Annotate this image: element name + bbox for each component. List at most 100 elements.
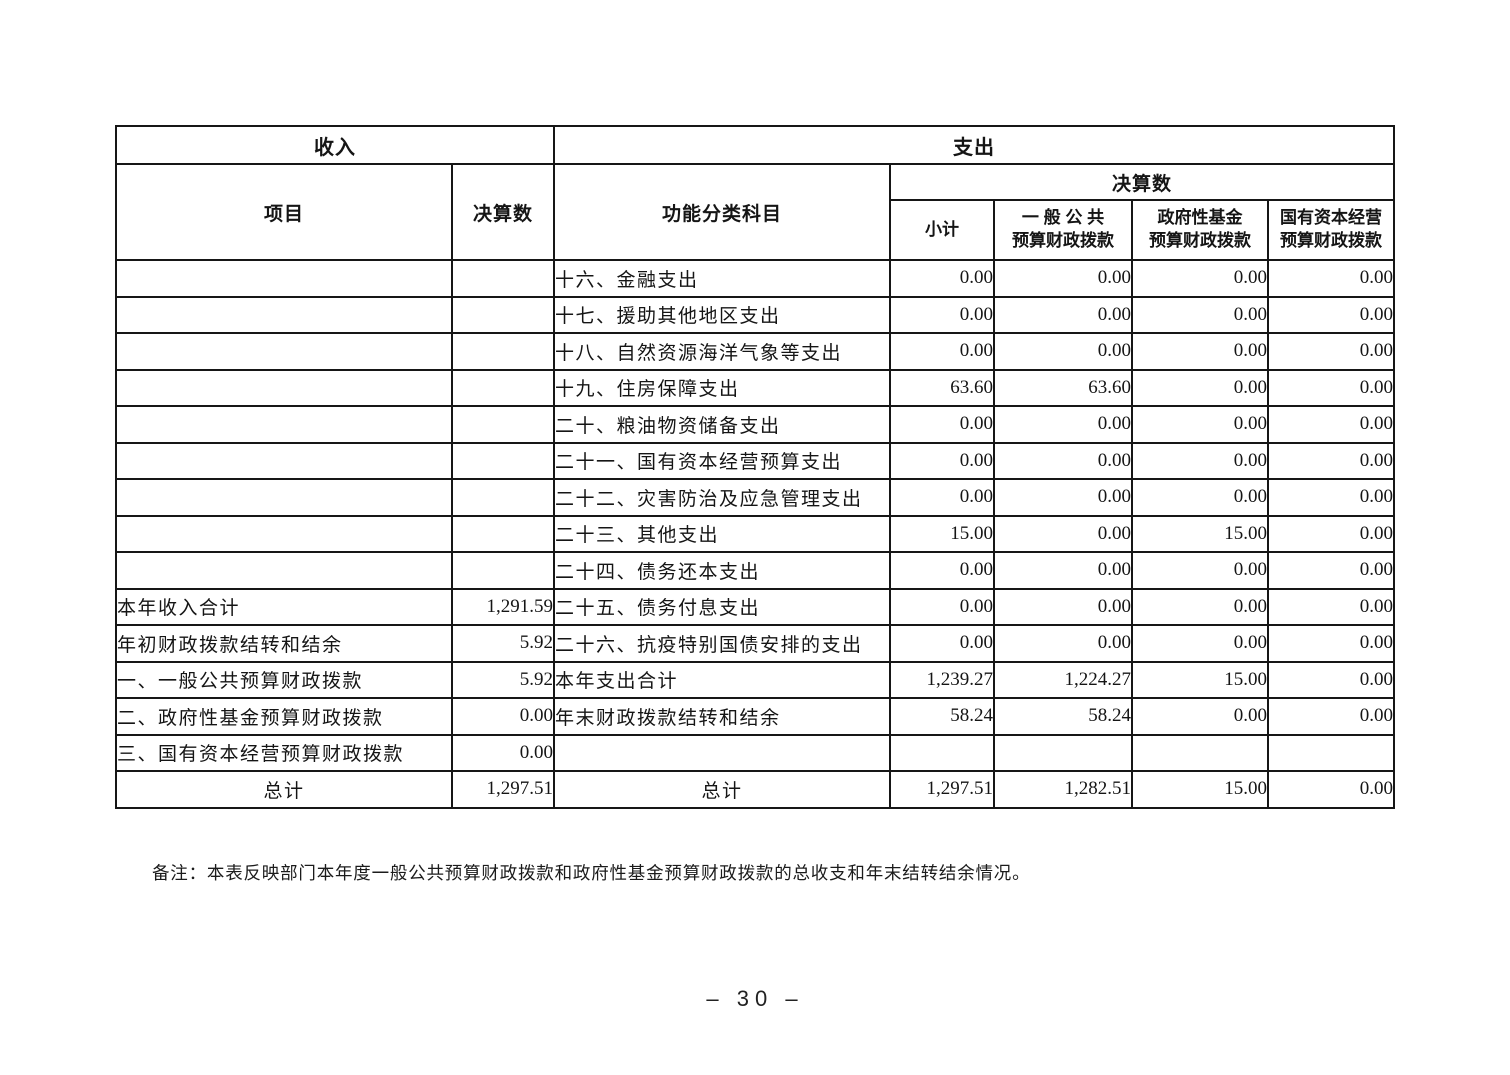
- income-item-cell: 三、国有资本经营预算财政拨款: [115, 733, 453, 772]
- state-capital-cell: 0.00: [1266, 697, 1396, 736]
- subtotal-cell: 0.00: [889, 441, 995, 480]
- gov-fund-cell: 0.00: [1131, 405, 1269, 444]
- income-item-cell: [115, 405, 453, 444]
- gov-fund-cell: 0.00: [1131, 332, 1269, 371]
- gov-fund-cell: 0.00: [1131, 551, 1269, 590]
- header-expense-subject: 功能分类科目: [553, 163, 891, 261]
- table-row: 二十一、国有资本经营预算支出 0.00 0.00 0.00 0.00: [115, 441, 1396, 480]
- state-capital-cell: 0.00: [1266, 478, 1396, 517]
- general-budget-cell: 0.00: [993, 551, 1133, 590]
- subtotal-cell: 1,297.51: [889, 770, 995, 809]
- subtotal-cell: 0.00: [889, 259, 995, 298]
- state-capital-cell: 0.00: [1266, 332, 1396, 371]
- expense-subject-cell: [553, 733, 891, 772]
- general-budget-cell: 0.00: [993, 332, 1133, 371]
- budget-summary-table: 收入 支出 项目 决算数 功能分类科目 决算数 小计 一 般 公 共 预算财政拨…: [115, 125, 1396, 809]
- income-item-cell: [115, 295, 453, 334]
- income-amount-cell: [451, 551, 555, 590]
- income-amount-cell: 0.00: [451, 733, 555, 772]
- subtotal-cell: 1,239.27: [889, 660, 995, 699]
- state-capital-cell: 0.00: [1266, 514, 1396, 553]
- state-capital-cell: 0.00: [1266, 295, 1396, 334]
- table-header-row-groups: 项目 决算数 功能分类科目 决算数: [115, 163, 1396, 261]
- subtotal-cell: 0.00: [889, 551, 995, 590]
- general-budget-cell: 0.00: [993, 441, 1133, 480]
- general-budget-cell: 0.00: [993, 514, 1133, 553]
- expense-subject-cell: 十七、援助其他地区支出: [553, 295, 891, 334]
- income-amount-cell: [451, 368, 555, 407]
- gov-fund-cell: 0.00: [1131, 295, 1269, 334]
- income-amount-cell: 1,291.59: [451, 587, 555, 626]
- income-item-cell: [115, 478, 453, 517]
- table-body: 十六、金融支出 0.00 0.00 0.00 0.00 十七、援助其他地区支出 0.00 0.…: [115, 259, 1396, 809]
- subtotal-cell: 0.00: [889, 587, 995, 626]
- gov-fund-cell: 15.00: [1131, 770, 1269, 809]
- gov-fund-cell: 0.00: [1131, 587, 1269, 626]
- header-state-line1: 国有资本经营: [1280, 208, 1382, 228]
- income-amount-cell: [451, 295, 555, 334]
- table-header-row-sections: 收入 支出: [115, 125, 1396, 165]
- subtotal-cell: 0.00: [889, 332, 995, 371]
- table-row: 十九、住房保障支出 63.60 63.60 0.00 0.00: [115, 368, 1396, 407]
- header-govfund-line1: 政府性基金: [1157, 208, 1243, 228]
- table-header-row-subcolumns: 小计 一 般 公 共 预算财政拨款 政府性基金 预算财政拨款 国有资本经营 预算…: [116, 199, 1396, 261]
- general-budget-cell: 0.00: [993, 259, 1133, 298]
- header-state-line2: 预算财政拨款: [1280, 231, 1382, 250]
- gov-fund-cell: 0.00: [1131, 441, 1269, 480]
- income-item-cell: [115, 514, 453, 553]
- expense-subject-cell: 二十五、债务付息支出: [553, 587, 891, 626]
- income-item-cell: [115, 368, 453, 407]
- header-govfund-line2: 预算财政拨款: [1149, 231, 1251, 250]
- table-row: 本年收入合计 1,291.59 二十五、债务付息支出 0.00 0.00 0.00 0.00: [115, 587, 1396, 626]
- income-amount-cell: [451, 478, 555, 517]
- table-row: 十八、自然资源海洋气象等支出 0.00 0.00 0.00 0.00: [115, 332, 1396, 371]
- general-budget-cell: 0.00: [993, 478, 1133, 517]
- expense-subject-cell: 本年支出合计: [553, 660, 891, 699]
- subtotal-cell: 63.60: [889, 368, 995, 407]
- state-capital-cell: 0.00: [1266, 770, 1396, 809]
- gov-fund-cell: 0.00: [1131, 624, 1269, 663]
- expense-subject-cell: 二十二、灾害防治及应急管理支出: [553, 478, 891, 517]
- gov-fund-cell: 0.00: [1131, 259, 1269, 298]
- header-general-line1: 一 般 公 共: [1021, 208, 1105, 228]
- state-capital-cell: 0.00: [1266, 259, 1396, 298]
- table-row: 二十、粮油物资储备支出 0.00 0.00 0.00 0.00: [115, 405, 1396, 444]
- general-budget-cell: 0.00: [993, 624, 1133, 663]
- header-income-item: 项目: [115, 163, 453, 261]
- subtotal-cell: 0.00: [889, 624, 995, 663]
- expense-subject-cell: 二十一、国有资本经营预算支出: [553, 441, 891, 480]
- table-row: 一、一般公共预算财政拨款 5.92 本年支出合计 1,239.27 1,224.27 15…: [115, 660, 1396, 699]
- state-capital-cell: 0.00: [1266, 368, 1396, 407]
- subtotal-cell: 0.00: [889, 295, 995, 334]
- header-general-line2: 预算财政拨款: [1012, 231, 1114, 250]
- general-budget-cell: 1,282.51: [993, 770, 1133, 809]
- income-item-cell: 一、一般公共预算财政拨款: [115, 660, 453, 699]
- table-row: 二十三、其他支出 15.00 0.00 15.00 0.00: [115, 514, 1396, 553]
- income-amount-cell: 1,297.51: [451, 770, 555, 809]
- general-budget-cell: 0.00: [993, 295, 1133, 334]
- income-amount-cell: 5.92: [451, 624, 555, 663]
- income-amount-cell: [451, 514, 555, 553]
- expense-subject-cell: 总计: [553, 770, 891, 809]
- income-amount-cell: [451, 405, 555, 444]
- header-general-public-budget: 一 般 公 共 预算财政拨款: [993, 199, 1133, 261]
- income-amount-cell: 5.92: [451, 660, 555, 699]
- header-gov-fund-budget: 政府性基金 预算财政拨款: [1131, 199, 1269, 261]
- general-budget-cell: 1,224.27: [993, 660, 1133, 699]
- income-item-cell: [115, 332, 453, 371]
- general-budget-cell: [993, 733, 1133, 772]
- page-number: – 30 –: [706, 986, 804, 1011]
- expense-subject-cell: 二十六、抗疫特别国债安排的支出: [553, 624, 891, 663]
- income-amount-cell: 0.00: [451, 697, 555, 736]
- state-capital-cell: [1266, 733, 1396, 772]
- expense-subject-cell: 十六、金融支出: [553, 259, 891, 298]
- table-row: 十六、金融支出 0.00 0.00 0.00 0.00: [115, 259, 1396, 298]
- subtotal-cell: 15.00: [889, 514, 995, 553]
- general-budget-cell: 63.60: [993, 368, 1133, 407]
- expense-subject-cell: 二十、粮油物资储备支出: [553, 405, 891, 444]
- general-budget-cell: 0.00: [993, 405, 1133, 444]
- expense-subject-cell: 十九、住房保障支出: [553, 368, 891, 407]
- general-budget-cell: 58.24: [993, 697, 1133, 736]
- header-income-amount: 决算数: [451, 163, 555, 261]
- state-capital-cell: 0.00: [1266, 624, 1396, 663]
